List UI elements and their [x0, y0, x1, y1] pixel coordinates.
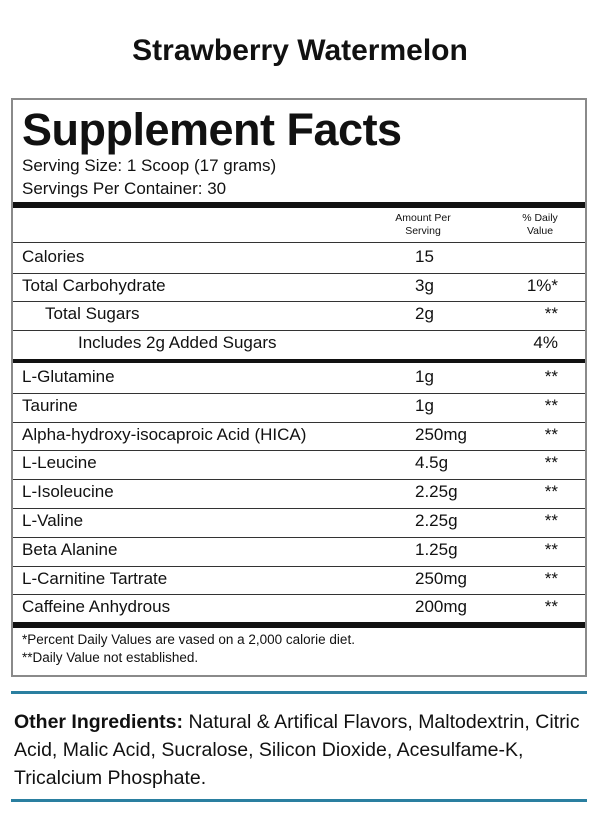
nutrient-daily-value: **	[544, 424, 558, 444]
nutrient-name: Total Sugars	[45, 304, 140, 324]
footnote: *Percent Daily Values are vased on a 2,0…	[22, 632, 355, 647]
nutrient-name: Total Carbohydrate	[22, 275, 166, 295]
serving-size: Serving Size: 1 Scoop (17 grams)	[22, 156, 277, 175]
column-header: % Daily Value	[522, 212, 558, 237]
divider	[13, 329, 585, 331]
divider	[13, 565, 585, 567]
divider	[13, 392, 585, 394]
nutrient-amount: 15	[415, 247, 434, 266]
facts-title: Supplement Facts	[22, 104, 402, 155]
divider	[13, 301, 585, 303]
nutrient-name: Calories	[22, 247, 85, 266]
nutrient-name: L-Isoleucine	[22, 482, 114, 502]
nutrient-name: Beta Alanine	[22, 539, 118, 559]
nutrient-name: L-Valine	[22, 511, 84, 530]
nutrient-amount: 1g	[415, 367, 434, 386]
divider-blue	[11, 691, 587, 694]
ingredients-label: Other Ingredients:	[14, 711, 184, 733]
nutrient-amount: 4.5g	[415, 453, 449, 473]
nutrient-amount: 2.25g	[415, 482, 458, 502]
nutrient-amount: 2.25g	[415, 511, 458, 530]
nutrient-amount: 250mg	[415, 424, 467, 444]
nutrient-amount: 3g	[415, 275, 434, 295]
nutrient-name: Taurine	[22, 395, 78, 415]
divider-blue	[11, 799, 587, 802]
nutrient-amount: 250mg	[415, 568, 467, 588]
nutrient-name: L-Carnitine Tartrate	[22, 568, 168, 588]
nutrient-daily-value: **	[544, 395, 558, 415]
divider	[13, 594, 585, 596]
divider	[13, 536, 585, 538]
nutrient-daily-value: **	[544, 511, 558, 530]
nutrient-amount: 200mg	[415, 597, 467, 617]
nutrient-daily-value: **	[544, 568, 558, 588]
nutrient-name: Includes 2g Added Sugars	[78, 332, 277, 352]
ingredients-text: Natural & Artifical Flavors, Maltodextri…	[14, 711, 580, 789]
nutrient-daily-value: **	[544, 597, 558, 617]
nutrient-daily-value: **	[544, 539, 558, 559]
nutrient-daily-value: 4%	[533, 332, 558, 352]
divider	[13, 242, 585, 243]
nutrient-daily-value: **	[544, 304, 558, 324]
nutrient-name: L-Leucine	[22, 453, 97, 473]
servings-per-container: Servings Per Container: 30	[22, 179, 227, 198]
nutrient-daily-value: 1%*	[526, 275, 558, 295]
nutrient-amount: 1g	[415, 395, 434, 415]
other-ingredients: Other Ingredients: Natural & Artifical F…	[14, 708, 584, 792]
divider-thick	[13, 622, 585, 628]
nutrient-daily-value: **	[544, 367, 558, 386]
divider	[13, 508, 585, 509]
column-header: Amount Per Serving	[395, 212, 451, 237]
divider	[13, 272, 585, 274]
nutrient-name: Alpha-hydroxy-isocaproic Acid (HICA)	[22, 424, 307, 444]
divider	[13, 421, 585, 423]
facts-box	[11, 98, 587, 677]
divider-thick	[13, 359, 585, 363]
nutrient-daily-value: **	[544, 482, 558, 502]
nutrient-daily-value: **	[544, 453, 558, 473]
nutrient-amount: 1.25g	[415, 539, 458, 559]
divider	[13, 450, 585, 452]
divider	[13, 479, 585, 481]
divider-thick	[13, 202, 585, 208]
product-title: Strawberry Watermelon	[132, 34, 468, 67]
nutrient-name: L-Glutamine	[22, 367, 115, 386]
nutrient-name: Caffeine Anhydrous	[22, 597, 171, 617]
nutrient-amount: 2g	[415, 304, 434, 324]
footnote: **Daily Value not established.	[22, 650, 199, 665]
